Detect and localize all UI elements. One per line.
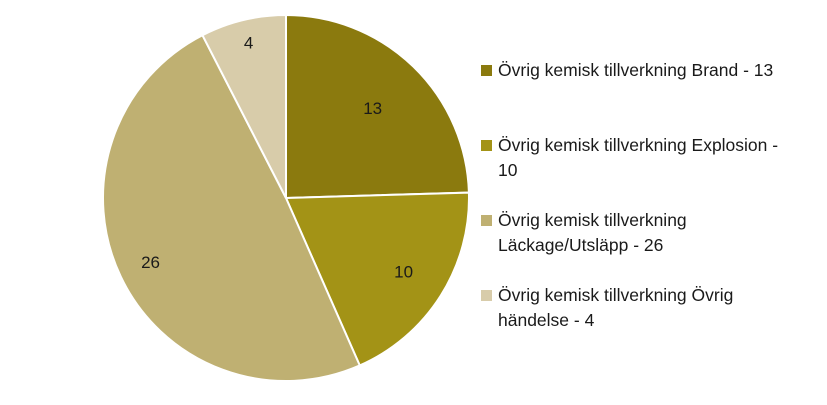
legend-swatch-lackage <box>481 215 492 226</box>
pie-slice-lackage <box>102 33 362 382</box>
legend-label-brand: Övrig kemisk tillverkning Brand - 13 <box>498 60 774 80</box>
pie-slice-ovrig <box>201 13 287 199</box>
pie-slice-brand <box>285 13 470 200</box>
data-label-explosion: 10 <box>394 263 413 282</box>
legend-swatch-brand <box>481 65 492 76</box>
data-label-brand: 13 <box>363 99 382 118</box>
legend-label-lackage: Övrig kemisk tillverkning Läckage/Utsläp… <box>498 210 687 255</box>
pie-slice-explosion <box>284 191 470 367</box>
pie-slices <box>102 13 470 382</box>
legend-label-explosion: Övrig kemisk tillverkning Explosion - 10 <box>498 135 779 180</box>
legend-swatch-explosion <box>481 140 492 151</box>
legend-swatch-ovrig <box>481 290 492 301</box>
data-label-ovrig: 4 <box>244 34 253 53</box>
pie-data-labels: 13 10 26 4 <box>141 34 413 282</box>
legend-label-ovrig: Övrig kemisk tillverkning Övrig händelse… <box>498 285 734 330</box>
data-label-lackage: 26 <box>141 253 160 272</box>
